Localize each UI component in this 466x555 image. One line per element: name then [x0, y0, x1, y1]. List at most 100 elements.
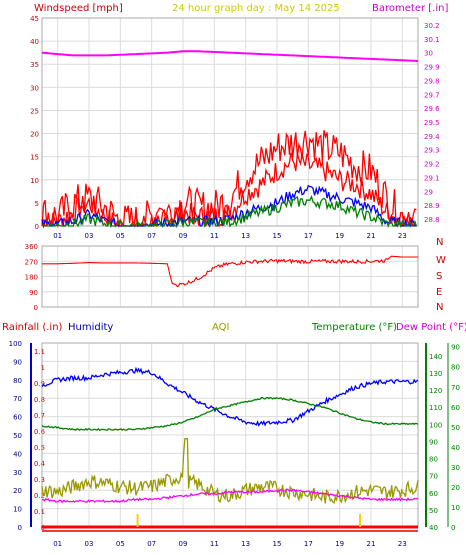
x-tick-label: 23: [398, 232, 407, 240]
graph-title: 24 hour graph day : May 14 2025: [172, 3, 340, 14]
temperature-tick-label: 50: [429, 507, 438, 515]
direction-tick-label: 180: [25, 274, 38, 282]
y-tick-label: 40: [30, 38, 39, 46]
dewpoint-tick-label: 10: [451, 504, 460, 512]
x-tick-label: 17: [304, 232, 313, 240]
y-tick-label: 30: [30, 84, 39, 92]
rain-tick-label: 0.8: [34, 396, 45, 404]
x-tick-label: 11: [210, 540, 219, 548]
rain-tick-label: 0.1: [34, 508, 45, 516]
y2-tick-label: 28.8: [424, 216, 440, 224]
y2-tick-label: 30.2: [424, 22, 440, 30]
x-tick-label: 01: [53, 232, 62, 240]
direction-tick-label: 0: [34, 304, 38, 312]
x-tick-label: 19: [335, 232, 344, 240]
x-tick-label: 03: [85, 540, 94, 548]
y2-tick-label: 29.6: [424, 105, 440, 113]
humidity-tick-label: 60: [13, 414, 22, 422]
humidity-tick-label: 70: [13, 395, 22, 403]
y2-tick-label: 30: [424, 50, 433, 58]
x-tick-label: 09: [179, 232, 188, 240]
humidity-tick-label: 30: [13, 469, 22, 477]
compass-label: N: [436, 302, 443, 313]
humidity-tick-label: 80: [13, 377, 22, 385]
x-tick-label: 19: [335, 540, 344, 548]
x-tick-label: 09: [179, 540, 188, 548]
y2-tick-label: 29.4: [424, 133, 440, 141]
direction-tick-label: 90: [29, 289, 38, 297]
x-tick-label: 11: [210, 232, 219, 240]
dewpoint-tick-label: 70: [451, 384, 460, 392]
y-tick-label: 35: [30, 61, 39, 69]
temperature-tick-label: 40: [429, 524, 438, 532]
rain-tick-label: 0.3: [34, 476, 45, 484]
temperature-tick-label: 120: [429, 387, 442, 395]
x-tick-label: 13: [241, 540, 250, 548]
rain-tick-label: 1.1: [34, 348, 45, 356]
x-tick-label: 21: [367, 232, 376, 240]
humidity-tick-label: 10: [13, 506, 22, 514]
humidity-tick-label: 50: [13, 432, 22, 440]
humidity-tick-label: 90: [13, 358, 22, 366]
x-tick-label: 07: [147, 540, 156, 548]
rain-tick-label: 0.7: [34, 412, 45, 420]
plot-frame: [41, 245, 419, 308]
temperature-tick-label: 140: [429, 353, 442, 361]
x-tick-label: 03: [85, 232, 94, 240]
dewpoint-tick-label: 90: [451, 344, 460, 352]
compass-label: E: [436, 287, 442, 298]
y2-tick-label: 29.1: [424, 174, 440, 182]
series-line-wind-direction: [42, 255, 418, 288]
temperature-tick-label: 110: [429, 404, 442, 412]
y2-tick-label: 29.7: [424, 91, 440, 99]
dewpoint-tick-label: 60: [451, 404, 460, 412]
y-tick-label: 5: [35, 200, 39, 208]
series-line-temperature: [41, 396, 419, 432]
y-tick-label: 0: [35, 223, 39, 231]
x-tick-label: 05: [116, 540, 125, 548]
series-line-humidity: [41, 366, 419, 427]
aqi-axis-label: AQI: [212, 322, 230, 333]
temperature-tick-label: 130: [429, 370, 442, 378]
direction-tick-label: 270: [25, 258, 38, 266]
y-tick-label: 20: [30, 131, 39, 139]
dewpoint-tick-label: 40: [451, 444, 460, 452]
series-line-wind-avg: [41, 184, 417, 229]
barometer-axis-label: Barometer [.in]: [372, 3, 448, 14]
x-tick-label: 01: [53, 540, 62, 548]
y2-tick-label: 29: [424, 188, 433, 196]
direction-tick-label: 360: [25, 243, 38, 251]
y2-tick-label: 28.9: [424, 202, 440, 210]
y2-tick-label: 29.9: [424, 64, 440, 72]
y-tick-label: 45: [30, 15, 39, 23]
temperature-axis-label: Temperature (°F): [311, 322, 397, 333]
windspeed-axis-label: Windspeed [mph]: [34, 3, 123, 14]
temperature-tick-label: 70: [429, 473, 438, 481]
y2-tick-label: 29.5: [424, 119, 440, 127]
temperature-tick-label: 90: [429, 438, 438, 446]
rain-tick-label: 0.6: [34, 428, 46, 436]
humidity-tick-label: 0: [18, 524, 22, 532]
compass-label: W: [436, 255, 446, 266]
compass-label: S: [436, 271, 442, 282]
dewpoint-tick-label: 30: [451, 464, 460, 472]
dewpoint-tick-label: 80: [451, 364, 460, 372]
x-tick-label: 13: [241, 232, 250, 240]
x-tick-label: 21: [367, 540, 376, 548]
series-line-aqi: [41, 438, 419, 505]
dewpoint-tick-label: 50: [451, 424, 460, 432]
series-line-wind-gust-max: [41, 130, 417, 229]
temperature-tick-label: 60: [429, 490, 438, 498]
compass-label: N: [436, 237, 443, 248]
dewpoint-tick-label: 0: [451, 524, 455, 532]
series-line-barometer: [41, 50, 419, 62]
temperature-tick-label: 80: [429, 456, 438, 464]
series-line-dew-point: [41, 488, 419, 504]
x-tick-label: 05: [116, 232, 125, 240]
humidity-tick-label: 100: [9, 340, 22, 348]
x-tick-label: 17: [304, 540, 313, 548]
